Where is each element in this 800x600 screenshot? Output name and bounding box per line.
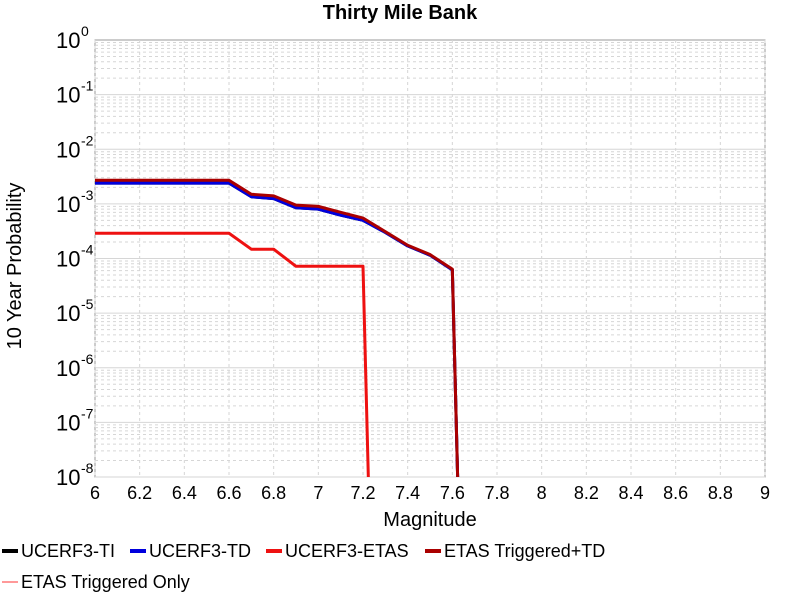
y-tick-exponent: -2 [81,132,94,148]
grid [94,40,766,478]
y-tick-exponent: -8 [81,460,94,476]
y-tick-base: 10 [56,247,80,272]
x-tick-labels: 6 6.2 6.4 6.6 6.8 7 7.2 7.4 7.6 7.8 8 8.2 8.4 8.6 8.8 9 [90,483,770,503]
legend-label: UCERF3-ETAS [285,541,409,561]
legend-label: UCERF3-TI [21,541,115,561]
y-tick-exponent: 0 [81,23,89,39]
chart-title: Thirty Mile Bank [323,2,478,24]
y-tick-base: 10 [56,301,80,326]
x-axis-label: Magnitude [383,509,476,531]
y-axis-label: 10 Year Probability [4,183,26,350]
y-tick-label: 10 -7 [56,405,94,435]
legend-item: ETAS Triggered+TD [425,541,605,561]
x-tick-label: 8 [537,483,547,503]
y-tick-label: 10 -6 [56,351,94,381]
x-tick-label: 7 [313,483,323,503]
x-tick-label: 9 [760,483,770,503]
y-tick-label: 10 -8 [56,460,94,490]
legend-item: UCERF3-TD [130,541,251,561]
x-tick-label: 6 [90,483,100,503]
y-tick-label: 10 -2 [56,132,94,162]
x-tick-label: 6.6 [216,483,241,503]
x-tick-label: 7.2 [350,483,375,503]
y-tick-label: 10 0 [56,23,89,53]
x-tick-label: 8.6 [663,483,688,503]
y-tick-base: 10 [56,28,80,53]
y-tick-label: 10 -5 [56,296,94,326]
y-tick-base: 10 [56,83,80,108]
y-tick-base: 10 [56,410,80,435]
x-tick-label: 8.2 [574,483,599,503]
y-tick-base: 10 [56,465,80,490]
legend-item: ETAS Triggered Only [2,572,190,592]
y-tick-base: 10 [56,192,80,217]
x-tick-label: 7.4 [395,483,420,503]
series-line-ucerf3-etas [95,231,370,477]
legend-label: ETAS Triggered+TD [444,541,605,561]
y-tick-exponent: -3 [81,187,94,203]
x-tick-label: 7.6 [440,483,465,503]
y-tick-exponent: -1 [81,78,94,94]
y-tick-exponent: -5 [81,296,94,312]
legend: UCERF3-TI UCERF3-TD UCERF3-ETAS ETAS Trigge… [2,541,605,592]
legend-label: ETAS Triggered Only [21,572,190,592]
legend-item: UCERF3-ETAS [266,541,409,561]
series-layer [95,178,460,477]
y-tick-exponent: -4 [81,242,94,258]
x-tick-label: 6.8 [261,483,286,503]
series-line-etas-triggered-td [95,178,460,477]
y-tick-label: 10 -1 [56,78,94,108]
x-tick-label: 8.4 [618,483,643,503]
x-tick-label: 6.4 [172,483,197,503]
y-tick-base: 10 [56,137,80,162]
x-tick-label: 8.8 [708,483,733,503]
x-tick-label: 6.2 [127,483,152,503]
x-tick-label: 7.8 [484,483,509,503]
legend-item: UCERF3-TI [2,541,115,561]
y-tick-base: 10 [56,356,80,381]
legend-label: UCERF3-TD [149,541,251,561]
y-tick-label: 10 -3 [56,187,94,217]
y-tick-label: 10 -4 [56,242,94,272]
y-tick-exponent: -6 [81,351,94,367]
y-tick-exponent: -7 [81,405,94,421]
